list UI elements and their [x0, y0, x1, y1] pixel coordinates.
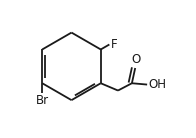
Text: OH: OH — [148, 78, 166, 91]
Text: Br: Br — [36, 94, 49, 107]
Text: O: O — [131, 53, 141, 66]
Text: F: F — [110, 38, 117, 51]
